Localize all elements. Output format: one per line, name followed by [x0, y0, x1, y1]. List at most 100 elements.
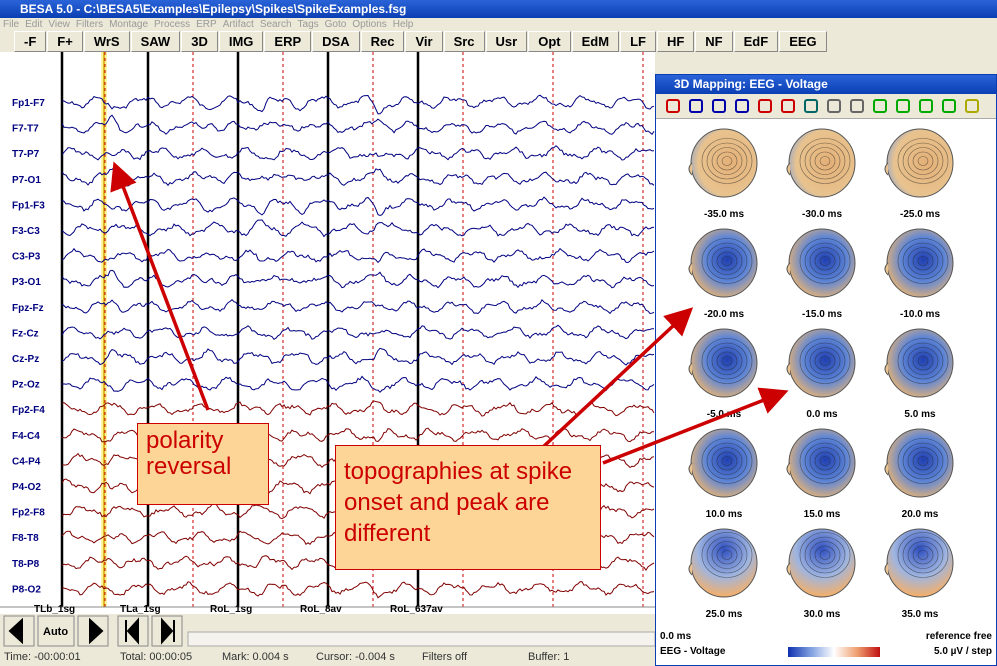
scrollbar[interactable] [187, 631, 655, 647]
tool-icon[interactable] [896, 99, 910, 113]
toolbar-button[interactable]: EdM [571, 31, 620, 52]
head-map: -25.0 ms [884, 128, 954, 220]
tool-icon[interactable] [666, 99, 680, 113]
contour [897, 338, 949, 384]
segment-label: TLb_1sg [34, 604, 75, 615]
channel-label: F3-C3 [12, 226, 40, 237]
menu-item[interactable]: Goto [324, 19, 347, 30]
toolbar-button[interactable]: Opt [528, 31, 571, 52]
contour [902, 342, 944, 380]
head-map: 10.0 ms [688, 428, 758, 520]
toolbar-button[interactable]: NF [695, 31, 733, 52]
menu-item[interactable]: Search [259, 19, 292, 30]
contour [721, 256, 733, 266]
channel-label: F7-T7 [12, 124, 39, 135]
tool-icon[interactable] [850, 99, 864, 113]
head-map: 35.0 ms [884, 528, 954, 620]
menu-item[interactable]: Help [392, 19, 414, 30]
toolbar-button[interactable]: ERP [264, 31, 312, 52]
contour [716, 545, 738, 565]
menu-item[interactable]: Montage [109, 19, 149, 30]
contour [814, 351, 836, 371]
annotation: topographies at spike onset and peak are… [335, 445, 601, 570]
map-label: 0.0 ms [806, 409, 838, 420]
toolbar-button[interactable]: F+ [47, 31, 83, 52]
toolbar-button[interactable]: SAW [130, 31, 181, 52]
menu-item[interactable]: Edit [25, 19, 43, 30]
map-label: -35.0 ms [704, 209, 744, 220]
contour [804, 536, 846, 574]
eeg-trace [61, 219, 655, 238]
contour [819, 256, 831, 266]
tool-icon[interactable] [827, 99, 841, 113]
tool-icon[interactable] [873, 99, 887, 113]
toolbar-button[interactable]: Src [443, 31, 485, 52]
toolbar-button[interactable]: Vir [405, 31, 443, 52]
tool-icon[interactable] [781, 99, 795, 113]
contour [711, 347, 743, 375]
contour [711, 147, 743, 175]
toolbar-button[interactable]: -F [14, 31, 47, 52]
contour [804, 242, 846, 280]
contour [804, 142, 846, 180]
toolbar-button[interactable]: LF [620, 31, 656, 52]
auto-label: Auto [43, 626, 68, 638]
head [690, 528, 758, 598]
contour [809, 447, 841, 475]
channel-label: T8-P8 [12, 559, 40, 570]
toolbar-button[interactable]: HF [656, 31, 695, 52]
menu-item[interactable]: ERP [196, 19, 217, 30]
tool-icon[interactable] [965, 99, 979, 113]
toolbar-button[interactable]: Usr [485, 31, 528, 52]
menu-item[interactable]: View [48, 19, 70, 30]
nose [884, 362, 889, 376]
tool-icon[interactable] [712, 99, 726, 113]
tool-icon[interactable] [919, 99, 933, 113]
menu-item[interactable]: Artifact [222, 19, 254, 30]
toolbar-button[interactable]: 3D [181, 31, 218, 52]
toolbar-button[interactable]: EEG [779, 31, 827, 52]
map-label: -15.0 ms [802, 309, 842, 320]
head-map: -10.0 ms [884, 228, 954, 320]
menu-item[interactable]: Process [154, 19, 191, 30]
contour [799, 338, 851, 384]
contour [706, 142, 748, 180]
menu-item[interactable]: Options [352, 19, 387, 30]
color-bar [788, 647, 880, 657]
channel-label: P7-O1 [12, 175, 41, 186]
toolbar-button[interactable]: EdF [733, 31, 779, 52]
contour [897, 532, 949, 578]
map-label: -30.0 ms [802, 209, 842, 220]
toolbar-button[interactable]: Rec [360, 31, 405, 52]
contour [804, 342, 846, 380]
toolbar-button[interactable]: IMG [218, 31, 264, 52]
channel-label: Fp1-F3 [12, 200, 45, 211]
channel-label: P8-O2 [12, 584, 41, 595]
menu-item[interactable]: Tags [297, 19, 319, 30]
tool-icon[interactable] [942, 99, 956, 113]
contour [814, 251, 836, 271]
toolbar-button[interactable]: WrS [83, 31, 130, 52]
contour [814, 151, 836, 171]
menu-item[interactable]: File [3, 19, 20, 30]
nose [884, 162, 889, 176]
menu-item[interactable]: Filters [75, 19, 104, 30]
channel-label: T7-P7 [12, 149, 40, 160]
segment-label: RoL_1sg [210, 604, 252, 615]
status-field: Mark: 0.004 s [222, 651, 289, 663]
nav-icon [8, 617, 23, 645]
contour [897, 138, 949, 184]
tool-icon[interactable] [804, 99, 818, 113]
auto-button[interactable] [37, 615, 75, 647]
nose [884, 262, 889, 276]
contour [721, 156, 733, 166]
tool-icon[interactable] [735, 99, 749, 113]
contour [912, 545, 934, 565]
eeg-trace [61, 196, 655, 217]
eeg-trace [61, 324, 654, 340]
toolbar-button[interactable]: DSA [312, 31, 360, 52]
contour [799, 438, 851, 484]
channel-label: P3-O1 [12, 277, 41, 288]
tool-icon[interactable] [689, 99, 703, 113]
tool-icon[interactable] [758, 99, 772, 113]
